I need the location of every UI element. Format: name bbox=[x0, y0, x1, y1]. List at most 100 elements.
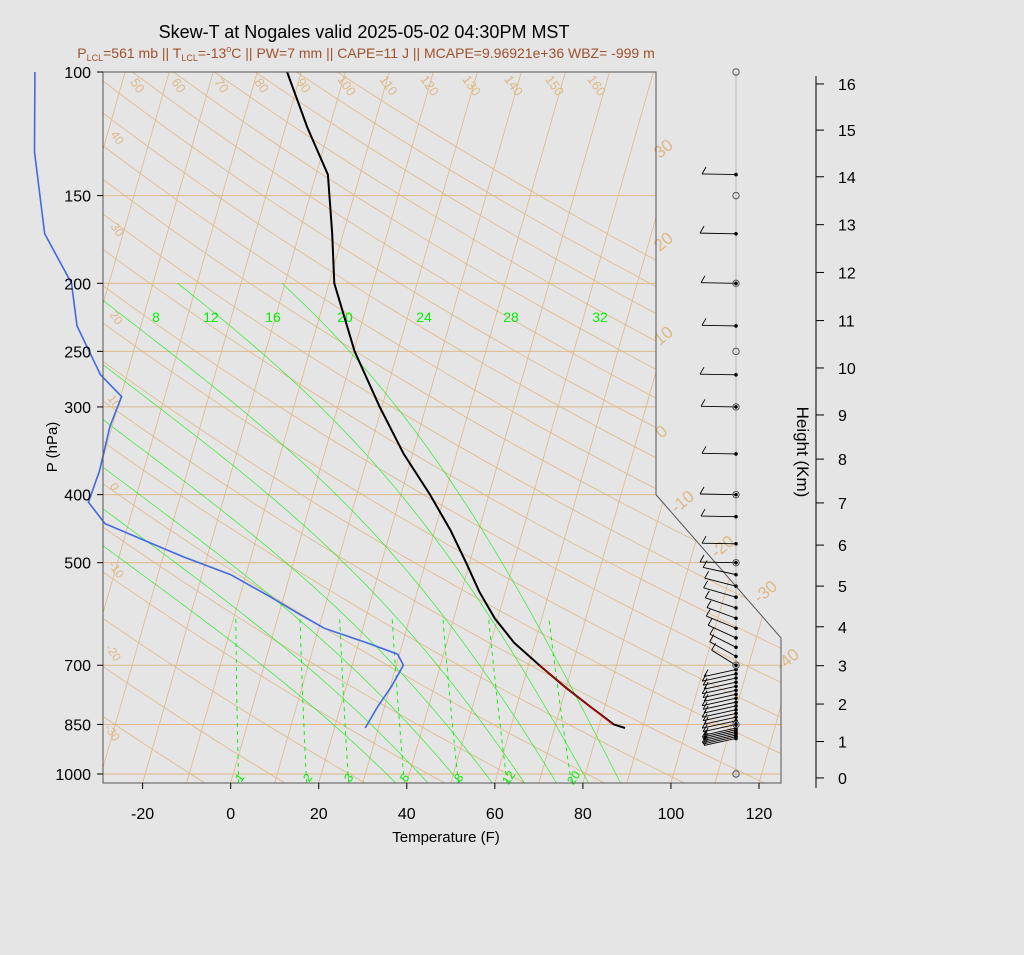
isotherm-line bbox=[847, 72, 1024, 783]
isotherm-label: -10 bbox=[106, 559, 128, 582]
dry-adiabat bbox=[132, 72, 781, 783]
wind-level-circle bbox=[732, 68, 740, 76]
wind-barb bbox=[702, 173, 737, 176]
wind-barb-flag bbox=[701, 686, 707, 694]
isotherm-line bbox=[406, 72, 610, 783]
wind-barb-dot bbox=[734, 514, 738, 519]
wind-barb bbox=[703, 677, 737, 686]
wind-barb-flag bbox=[701, 674, 707, 682]
isotherm-label: -20 bbox=[103, 642, 125, 665]
isotherm-line bbox=[582, 72, 781, 783]
wind-barb-flag bbox=[701, 535, 707, 544]
wind-barb-flag bbox=[702, 731, 708, 739]
wind-barb-flag bbox=[702, 690, 708, 698]
height-tick-label: 15 bbox=[838, 123, 856, 140]
mixing-ratio-line bbox=[442, 618, 459, 783]
wind-barb-flag bbox=[700, 399, 706, 407]
moist-adiabat bbox=[103, 283, 402, 783]
mixing-ratio-label: 8 bbox=[152, 309, 160, 325]
wind-barb-flag bbox=[699, 554, 705, 563]
wind-level-circle bbox=[732, 347, 740, 356]
dry-adiabat bbox=[103, 72, 295, 783]
dry-adiabat bbox=[173, 72, 781, 783]
wind-barb bbox=[705, 597, 737, 609]
wind-barb-flag bbox=[701, 698, 707, 706]
wind-barb-flag bbox=[703, 705, 709, 714]
isotherm-label: 110 bbox=[377, 73, 401, 99]
isotherm-line bbox=[494, 72, 698, 783]
height-tick-label: 12 bbox=[838, 265, 856, 282]
mixing-ratio-label: 5 bbox=[397, 771, 412, 785]
dry-adiabat bbox=[103, 72, 781, 783]
wind-barb bbox=[703, 566, 737, 576]
wind-barb-flag bbox=[701, 318, 707, 326]
height-tick-label: 3 bbox=[838, 659, 847, 676]
pressure-tick-label: 250 bbox=[64, 344, 91, 361]
dry-adiabat bbox=[214, 72, 781, 783]
wind-barb-flag bbox=[709, 626, 715, 635]
isotherm-line bbox=[103, 72, 170, 783]
pressure-tick-label: 700 bbox=[64, 658, 91, 675]
dry-adiabat bbox=[103, 72, 781, 783]
height-tick-label: 1 bbox=[838, 735, 847, 752]
moist-adiabat bbox=[177, 283, 593, 783]
wind-barb bbox=[707, 624, 737, 639]
height-tick-label: 11 bbox=[838, 314, 855, 331]
wind-barb-flag bbox=[702, 724, 708, 732]
wind-barb-dot bbox=[734, 405, 738, 409]
isotherm-label: 60 bbox=[168, 75, 189, 95]
isotherm-line bbox=[318, 72, 522, 783]
wind-barb bbox=[702, 734, 737, 743]
wind-barb-flag bbox=[703, 716, 709, 725]
wind-barb-flag bbox=[702, 702, 708, 710]
wind-barb bbox=[703, 713, 737, 722]
temperature-tick-label: 40 bbox=[398, 806, 416, 823]
mixing-ratio-label: 32 bbox=[592, 309, 608, 325]
wind-barb bbox=[702, 729, 737, 738]
height-tick-label: 10 bbox=[838, 361, 856, 378]
dry-adiabat bbox=[103, 72, 215, 783]
wind-barb bbox=[701, 282, 737, 284]
isotherm-label: 150 bbox=[542, 72, 567, 98]
wind-barb-flag bbox=[701, 166, 707, 175]
wind-barb-flag bbox=[701, 446, 707, 454]
wind-barb bbox=[703, 716, 737, 725]
wind-level-circle bbox=[732, 490, 740, 499]
isotherm-line bbox=[103, 72, 258, 783]
isotherm-line bbox=[362, 72, 566, 783]
isotherm-label: 100 bbox=[334, 72, 359, 98]
dry-adiabat bbox=[103, 72, 777, 783]
moist-adiabat bbox=[103, 283, 434, 783]
temperature-tick-label: -20 bbox=[131, 806, 154, 823]
height-tick-label: 4 bbox=[838, 620, 847, 637]
wind-barb-dot bbox=[734, 606, 738, 610]
wind-barb bbox=[702, 685, 737, 695]
wind-barb-dot bbox=[734, 231, 738, 236]
isotherm-line bbox=[450, 72, 654, 783]
wind-barb-flag bbox=[700, 275, 706, 283]
temperature-tick-label: 60 bbox=[486, 806, 504, 823]
wind-level-circle bbox=[732, 720, 740, 729]
wind-barb-flag bbox=[702, 678, 708, 686]
wind-barb bbox=[703, 732, 737, 741]
height-tick-label: 5 bbox=[838, 579, 847, 596]
isotherm-line bbox=[103, 72, 302, 783]
height-tick-label: 9 bbox=[838, 408, 847, 425]
wind-barb-dot bbox=[734, 542, 738, 546]
dry-adiabat bbox=[103, 72, 781, 783]
wind-barb-flag bbox=[702, 713, 708, 721]
pressure-tick-label: 150 bbox=[64, 189, 91, 206]
wind-level-circle bbox=[732, 279, 740, 288]
wind-barb-dot bbox=[734, 595, 738, 600]
wind-barb-flag bbox=[703, 580, 708, 589]
sounding-profiles bbox=[33, 71, 626, 729]
isotherm-label: 90 bbox=[293, 75, 314, 95]
wind-barb bbox=[702, 542, 737, 545]
height-tick-label: 14 bbox=[838, 170, 856, 187]
mixing-ratio-label: 24 bbox=[416, 309, 432, 325]
isotherm-line bbox=[103, 72, 214, 783]
wind-barb bbox=[703, 587, 737, 598]
wind-barb-dot bbox=[734, 672, 738, 676]
